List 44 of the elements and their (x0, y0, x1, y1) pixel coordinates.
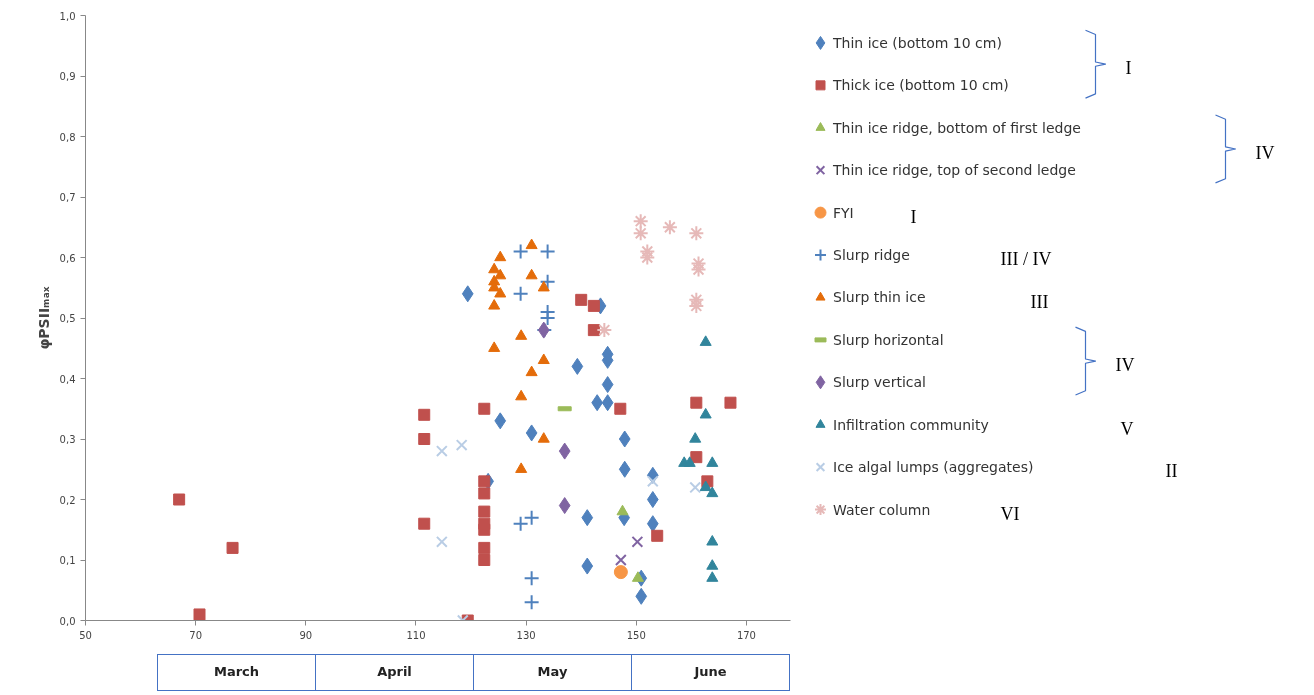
legend-label: FYI (833, 204, 854, 221)
y-tick-label: 0,9 (59, 71, 76, 82)
legend-label: Slurp vertical (833, 374, 926, 391)
text: VI (1000, 503, 1020, 524)
text: III (1030, 291, 1049, 312)
text: V (1120, 418, 1134, 439)
legend-label: Slurp horizontal (833, 331, 944, 348)
y-tick-label: 0,8 (59, 131, 76, 143)
legend-label: Water column (833, 501, 931, 518)
x-tick-label: 90 (299, 629, 313, 641)
text: May (473, 654, 632, 691)
text: IV (1255, 143, 1275, 164)
y-tick-label: 0,2 (59, 494, 76, 506)
x-tick-label: 130 (516, 629, 536, 641)
y-tick-label: 0,0 (59, 615, 76, 627)
y-tick-label: 0,6 (59, 252, 76, 264)
x-tick-label: 110 (406, 629, 426, 641)
y-tick-label: 0,1 (59, 555, 76, 566)
y-tick-label: 0,7 (59, 192, 76, 203)
text: June (631, 654, 790, 691)
x-tick-label: 150 (626, 629, 646, 641)
text: IV (1115, 355, 1135, 376)
y-tick-label: 0,5 (59, 313, 76, 324)
text: II (1165, 461, 1178, 482)
text: April (315, 654, 474, 691)
text: I (1125, 58, 1132, 79)
legend-label: Thin ice (bottom 10 cm) (832, 34, 1002, 51)
text: I (910, 206, 917, 227)
text: III / IV (1000, 249, 1052, 270)
y-tick-label: 0,3 (59, 434, 76, 445)
y-axis-title: φPSIIₘₐₓ (35, 286, 52, 350)
legend-label: Thin ice ridge, bottom of first ledge (832, 119, 1081, 136)
legend-label: Slurp thin ice (833, 289, 926, 306)
legend-label: Slurp ridge (833, 247, 910, 264)
legend-label: Ice algal lumps (aggregates) (833, 459, 1034, 476)
y-tick-label: 1,0 (59, 10, 76, 22)
x-tick-label: 170 (736, 629, 756, 641)
legend-label: Thick ice (bottom 10 cm) (832, 77, 1009, 94)
legend-label: Infiltration community (833, 416, 989, 433)
y-tick-label: 0,4 (59, 373, 76, 385)
text: March (157, 654, 316, 691)
x-tick-label: 50 (79, 629, 92, 641)
x-tick-label: 70 (189, 629, 203, 641)
legend-label: Thin ice ridge, top of second ledge (832, 162, 1076, 179)
